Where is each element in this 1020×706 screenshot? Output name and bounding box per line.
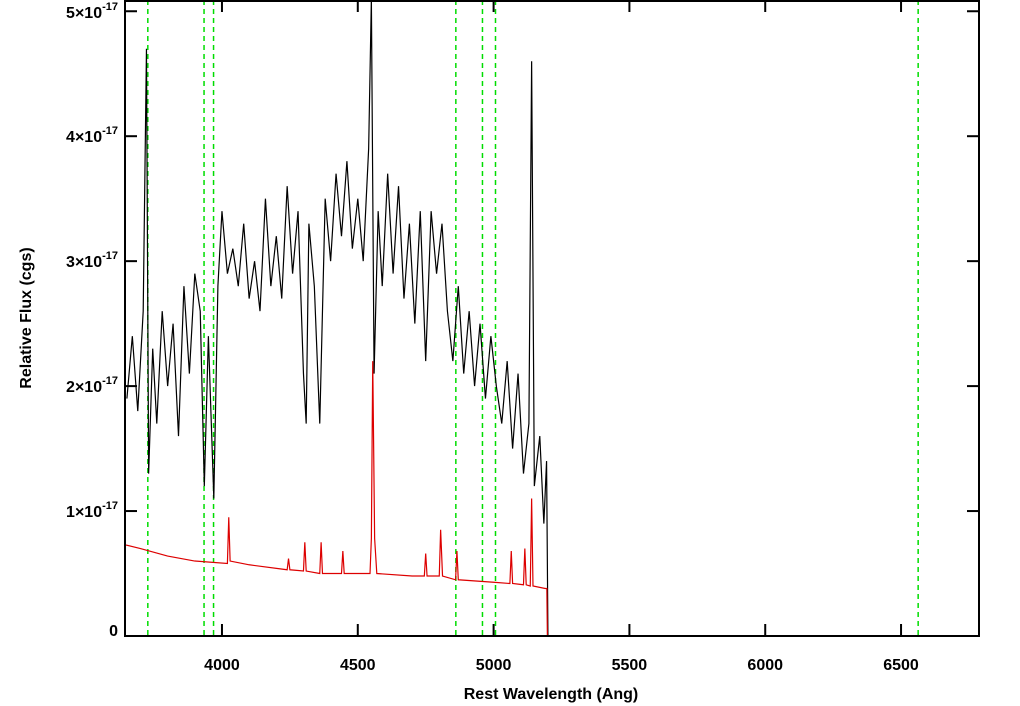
y-tick-label: 2×10-17	[66, 375, 118, 396]
y-tick-label-base: 2×10	[66, 379, 102, 396]
y-tick-label: 4×10-17	[66, 125, 118, 146]
y-tick-label: 3×10-17	[66, 250, 118, 271]
y-tick-label: 0	[109, 623, 118, 640]
spectrum-line	[124, 361, 979, 637]
x-tick-label: 4500	[340, 657, 376, 674]
x-tick-label: 5000	[476, 657, 512, 674]
y-tick-label-base: 4×10	[66, 129, 102, 146]
x-tick-label: 4000	[204, 657, 240, 674]
y-tick-label-base: 3×10	[66, 254, 102, 271]
x-axis-label: Rest Wavelength (Ang)	[464, 686, 639, 703]
y-axis-label: Relative Flux (cgs)	[18, 247, 35, 388]
y-tick-label: 5×10-17	[66, 1, 118, 22]
spectrum-line	[126, 0, 979, 637]
x-tick-label: 6000	[747, 657, 783, 674]
y-tick-label-exponent: -17	[102, 1, 118, 13]
y-tick-label-base: 1×10	[66, 504, 102, 521]
y-tick-label-exponent: -17	[102, 500, 118, 512]
y-tick-label-exponent: -17	[102, 375, 118, 387]
y-tick-label-base: 5×10	[66, 5, 102, 22]
y-tick-label-exponent: -17	[102, 125, 118, 137]
x-tick-label: 5500	[612, 657, 648, 674]
y-tick-label-exponent: -17	[102, 250, 118, 262]
x-tick-label: 6500	[883, 657, 919, 674]
y-tick-label: 1×10-17	[66, 500, 118, 521]
plot-frame	[124, 0, 980, 637]
